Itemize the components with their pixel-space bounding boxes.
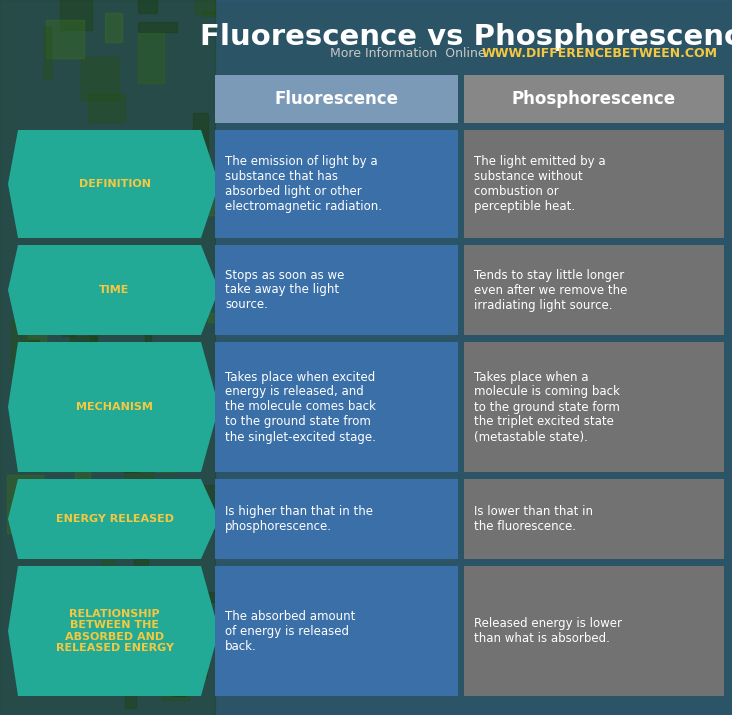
Text: Takes place when excited
energy is released, and
the molecule comes back
to the : Takes place when excited energy is relea… bbox=[225, 370, 376, 443]
Text: WWW.DIFFERENCEBETWEEN.COM: WWW.DIFFERENCEBETWEEN.COM bbox=[482, 47, 718, 60]
Bar bbox=[75, 430, 103, 448]
Bar bbox=[54, 571, 76, 621]
Bar bbox=[92, 485, 125, 527]
FancyBboxPatch shape bbox=[215, 342, 458, 472]
FancyBboxPatch shape bbox=[215, 75, 458, 123]
Bar bbox=[173, 657, 185, 696]
Bar bbox=[32, 577, 50, 619]
Bar bbox=[49, 679, 75, 691]
Bar bbox=[41, 176, 61, 212]
Bar bbox=[105, 14, 122, 41]
Bar bbox=[29, 340, 39, 386]
Bar bbox=[46, 20, 84, 58]
Polygon shape bbox=[8, 342, 219, 472]
Polygon shape bbox=[8, 566, 219, 696]
Text: The emission of light by a
substance that has
absorbed light or other
electromag: The emission of light by a substance tha… bbox=[225, 155, 382, 213]
Bar bbox=[83, 152, 107, 199]
Text: Released energy is lower
than what is absorbed.: Released energy is lower than what is ab… bbox=[474, 617, 622, 645]
Polygon shape bbox=[8, 479, 219, 559]
Bar bbox=[155, 443, 176, 472]
Bar bbox=[159, 397, 179, 453]
Bar bbox=[138, 0, 157, 13]
Text: Takes place when a
molecule is coming back
to the ground state form
the triplet : Takes place when a molecule is coming ba… bbox=[474, 370, 620, 443]
Text: TIME: TIME bbox=[100, 285, 130, 295]
Bar bbox=[138, 32, 164, 83]
Bar bbox=[90, 331, 97, 368]
Polygon shape bbox=[8, 130, 219, 238]
Bar bbox=[146, 332, 152, 368]
Bar bbox=[60, 0, 92, 30]
FancyBboxPatch shape bbox=[464, 130, 724, 238]
Text: Phosphorescence: Phosphorescence bbox=[512, 90, 676, 108]
Text: Stops as soon as we
take away the light
source.: Stops as soon as we take away the light … bbox=[225, 269, 344, 312]
Text: Is higher than that in the
phosphorescence.: Is higher than that in the phosphorescen… bbox=[225, 505, 373, 533]
Bar bbox=[97, 549, 113, 556]
Bar bbox=[75, 445, 90, 495]
Bar bbox=[202, 11, 215, 16]
Bar bbox=[116, 176, 131, 209]
Bar bbox=[7, 475, 43, 533]
Bar bbox=[201, 198, 242, 214]
Bar bbox=[151, 252, 180, 281]
Bar bbox=[195, 0, 215, 14]
Bar bbox=[11, 320, 26, 374]
Bar bbox=[168, 277, 182, 297]
Bar bbox=[108, 292, 114, 307]
Bar bbox=[27, 270, 54, 300]
FancyBboxPatch shape bbox=[464, 245, 724, 335]
Bar bbox=[33, 183, 47, 213]
Bar bbox=[102, 524, 113, 581]
Text: MECHANISM: MECHANISM bbox=[76, 402, 153, 412]
Bar bbox=[62, 327, 74, 335]
Bar bbox=[124, 679, 136, 709]
Text: More Information  Online: More Information Online bbox=[330, 47, 493, 60]
Text: The absorbed amount
of energy is released
back.: The absorbed amount of energy is release… bbox=[225, 609, 355, 653]
Bar bbox=[208, 313, 223, 322]
Bar bbox=[120, 513, 146, 523]
Bar bbox=[0, 0, 215, 715]
Bar bbox=[191, 485, 226, 531]
FancyBboxPatch shape bbox=[215, 566, 458, 696]
Bar bbox=[27, 306, 46, 347]
Bar bbox=[193, 113, 208, 169]
Bar bbox=[19, 578, 26, 623]
Bar bbox=[125, 467, 153, 481]
Bar bbox=[123, 459, 138, 472]
FancyBboxPatch shape bbox=[464, 75, 724, 123]
Text: The light emitted by a
substance without
combustion or
perceptible heat.: The light emitted by a substance without… bbox=[474, 155, 605, 213]
Bar bbox=[70, 336, 97, 355]
Bar bbox=[32, 596, 45, 609]
Bar bbox=[79, 523, 94, 538]
Polygon shape bbox=[8, 245, 219, 335]
Bar bbox=[88, 94, 125, 122]
Text: Is lower than that in
the fluorescence.: Is lower than that in the fluorescence. bbox=[474, 505, 593, 533]
Bar bbox=[135, 291, 158, 330]
Text: Fluorescence: Fluorescence bbox=[274, 90, 398, 108]
Bar bbox=[57, 521, 89, 528]
FancyBboxPatch shape bbox=[464, 342, 724, 472]
FancyBboxPatch shape bbox=[215, 130, 458, 238]
FancyBboxPatch shape bbox=[215, 245, 458, 335]
Bar bbox=[138, 22, 177, 32]
FancyBboxPatch shape bbox=[464, 566, 724, 696]
Bar bbox=[95, 370, 126, 400]
Bar bbox=[110, 173, 124, 215]
Bar bbox=[129, 297, 140, 302]
Text: ENERGY RELEASED: ENERGY RELEASED bbox=[56, 514, 173, 524]
Bar bbox=[110, 642, 141, 688]
Bar bbox=[45, 27, 51, 79]
Text: Tends to stay little longer
even after we remove the
irradiating light source.: Tends to stay little longer even after w… bbox=[474, 269, 627, 312]
FancyBboxPatch shape bbox=[464, 479, 724, 559]
FancyBboxPatch shape bbox=[215, 479, 458, 559]
Bar bbox=[123, 365, 137, 400]
Bar bbox=[81, 56, 119, 100]
Text: DEFINITION: DEFINITION bbox=[78, 179, 151, 189]
Bar bbox=[194, 593, 229, 602]
Text: Fluorescence vs Phosphorescence: Fluorescence vs Phosphorescence bbox=[200, 23, 732, 51]
Text: RELATIONSHIP
BETWEEN THE
ABSORBED AND
RELEASED ENERGY: RELATIONSHIP BETWEEN THE ABSORBED AND RE… bbox=[56, 608, 173, 654]
Bar bbox=[134, 558, 149, 592]
Bar bbox=[162, 654, 189, 700]
Bar bbox=[199, 669, 207, 677]
